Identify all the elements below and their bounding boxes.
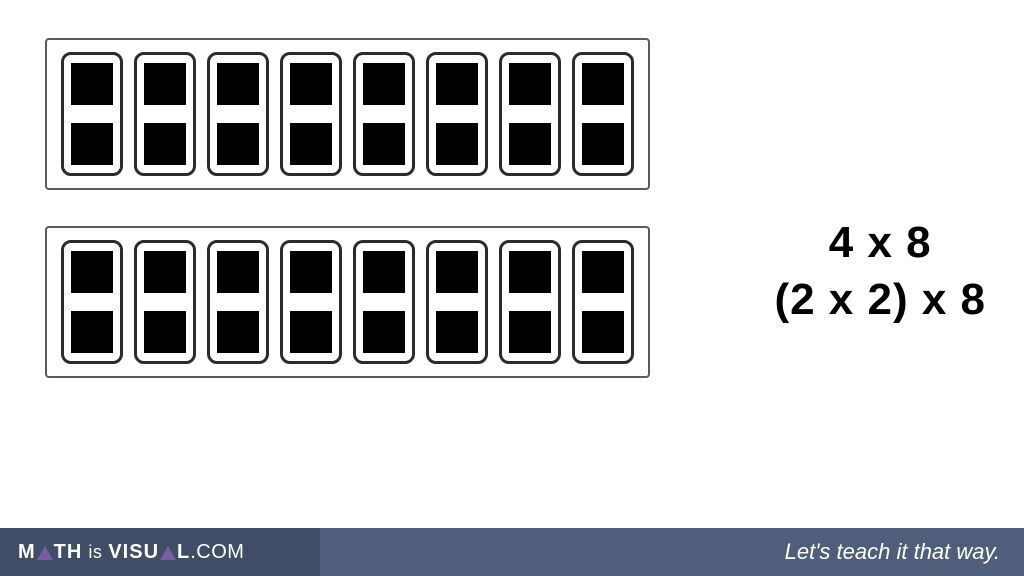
domino (572, 240, 634, 364)
pip (144, 311, 186, 353)
domino (61, 52, 123, 176)
domino (134, 240, 196, 364)
pip (290, 123, 332, 165)
pip (290, 63, 332, 105)
tray-stack (45, 38, 650, 378)
footer-brand: M TH is VISU L.COM (0, 528, 320, 576)
pip (363, 63, 405, 105)
pip (290, 251, 332, 293)
pip (363, 123, 405, 165)
brand-math-th: TH (54, 541, 83, 564)
pip (509, 251, 551, 293)
brand-visu: VISU (108, 541, 159, 564)
equation-block: 4 x 8 (2 x 2) x 8 (774, 215, 986, 327)
pip (436, 123, 478, 165)
domino (61, 240, 123, 364)
pip (144, 123, 186, 165)
pip (71, 251, 113, 293)
pip (71, 123, 113, 165)
pip (217, 251, 259, 293)
domino (280, 240, 342, 364)
pip (509, 311, 551, 353)
footer-tagline: Let's teach it that way. (320, 528, 1024, 576)
tray (45, 38, 650, 190)
domino (207, 52, 269, 176)
diagram-canvas: 4 x 8 (2 x 2) x 8 (0, 0, 1024, 528)
pip (509, 123, 551, 165)
pip (217, 311, 259, 353)
domino (353, 240, 415, 364)
pip (436, 63, 478, 105)
triangle-icon (160, 546, 176, 560)
equation-line-1: 4 x 8 (774, 215, 986, 270)
pip (144, 251, 186, 293)
pip (144, 63, 186, 105)
pip (509, 63, 551, 105)
domino (426, 240, 488, 364)
pip (217, 123, 259, 165)
domino (353, 52, 415, 176)
footer-bar: M TH is VISU L.COM Let's teach it that way… (0, 528, 1024, 576)
domino (499, 52, 561, 176)
pip (290, 311, 332, 353)
triangle-icon (37, 546, 53, 560)
pip (436, 251, 478, 293)
pip (582, 251, 624, 293)
pip (436, 311, 478, 353)
tray (45, 226, 650, 378)
equation-line-2: (2 x 2) x 8 (774, 272, 986, 327)
pip (363, 311, 405, 353)
brand-com: .COM (190, 541, 244, 564)
pip (71, 63, 113, 105)
domino (499, 240, 561, 364)
brand-is: is (88, 542, 102, 563)
pip (363, 251, 405, 293)
pip (582, 123, 624, 165)
pip (582, 311, 624, 353)
domino (134, 52, 196, 176)
domino (572, 52, 634, 176)
brand-l: L (177, 541, 190, 564)
pip (582, 63, 624, 105)
pip (217, 63, 259, 105)
pip (71, 311, 113, 353)
brand-math-m: M (18, 541, 36, 564)
domino (280, 52, 342, 176)
domino (207, 240, 269, 364)
domino (426, 52, 488, 176)
